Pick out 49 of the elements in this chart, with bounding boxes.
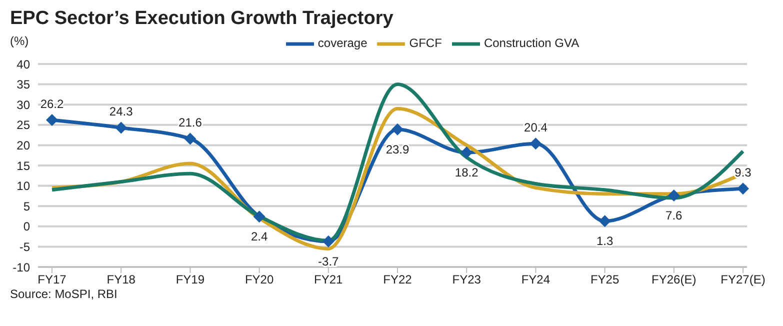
point — [668, 190, 680, 202]
point — [598, 215, 611, 228]
chart-title: EPC Sector’s Execution Growth Trajectory — [9, 8, 394, 31]
x-tick-label: FY24 — [521, 272, 550, 287]
data-label: 2.4 — [250, 230, 268, 244]
legend-label: Construction GVA — [484, 36, 580, 50]
data-label: 20.4 — [524, 120, 548, 135]
data-label: 26.2 — [40, 97, 64, 112]
point — [322, 235, 334, 248]
y-tick-label: 10 — [16, 179, 30, 194]
y-tick-label: 5 — [23, 199, 30, 214]
point — [115, 122, 128, 134]
data-label: 1.3 — [596, 234, 614, 248]
point — [253, 210, 266, 223]
x-tick-label: FY18 — [106, 272, 136, 287]
x-tick-label: FY27(E) — [720, 272, 766, 287]
point — [737, 182, 749, 195]
x-tick-label: FY17 — [38, 272, 67, 287]
y-tick-label: 0 — [23, 220, 30, 234]
point — [46, 114, 58, 126]
y-tick-label: -10 — [12, 260, 30, 274]
x-tick-label: FY23 — [452, 272, 482, 287]
legend-label: GFCF — [409, 36, 442, 50]
point — [530, 138, 542, 150]
y-tick-label: 15 — [16, 158, 30, 173]
data-label: 24.3 — [109, 104, 134, 119]
x-tick-label: FY25 — [590, 272, 620, 287]
y-axis-title: (%) — [10, 34, 29, 48]
x-tick-label: FY26(E) — [652, 272, 696, 287]
y-tick-label: 35 — [16, 78, 30, 92]
y-tick-label: 25 — [16, 118, 30, 132]
data-label: 9.3 — [734, 166, 752, 180]
y-tick-label: 40 — [16, 57, 30, 72]
point — [392, 123, 404, 136]
data-label: 18.2 — [454, 166, 479, 180]
y-tick-label: -5 — [19, 240, 30, 254]
x-tick-label: FY19 — [176, 272, 205, 287]
x-tick-label: FY22 — [383, 272, 412, 287]
source-note: Source: MoSPI, RBI — [9, 287, 118, 301]
data-label: 21.6 — [178, 116, 202, 130]
point — [184, 132, 196, 145]
x-tick-label: FY20 — [244, 272, 274, 287]
legend-label: coverage — [318, 36, 368, 50]
data-label: 7.6 — [666, 208, 683, 223]
data-label: 23.9 — [386, 142, 410, 156]
y-tick-label: 30 — [16, 98, 30, 112]
y-tick-label: 20 — [16, 138, 30, 152]
data-label: -3.7 — [318, 254, 340, 268]
x-tick-label: FY21 — [314, 272, 344, 287]
